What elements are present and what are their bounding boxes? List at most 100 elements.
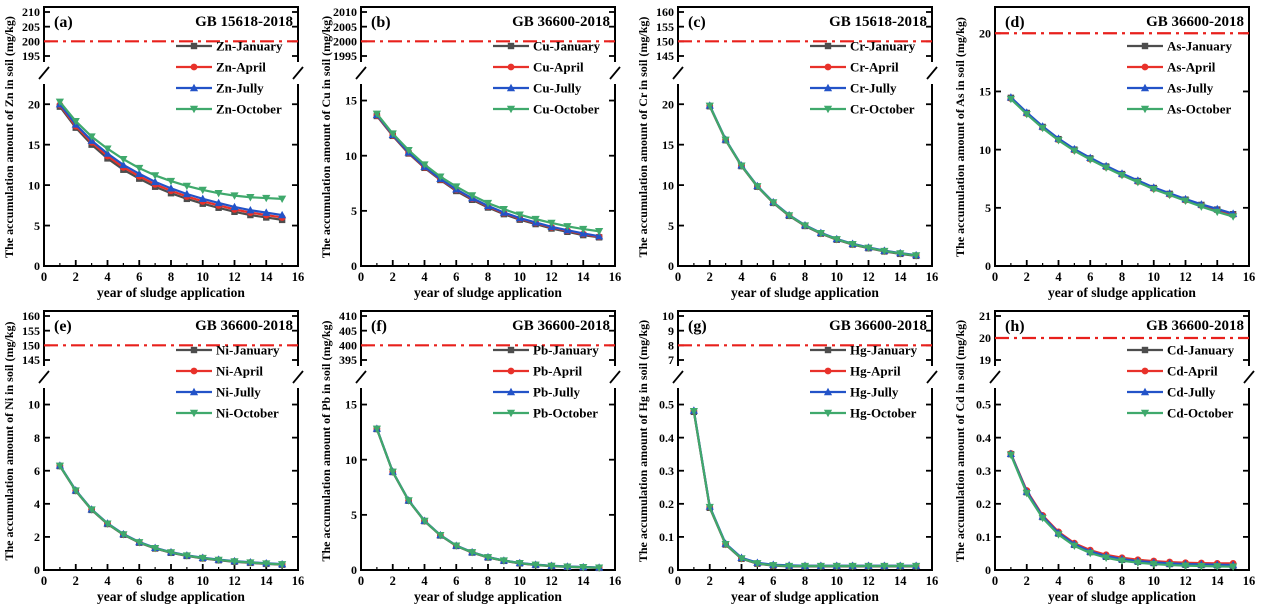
x-axis-title: year of sludge application [1048,589,1196,604]
legend-marker-Cd-April [1141,367,1149,375]
x-tick-label: 12 [228,270,241,284]
x-axis-title: year of sludge application [731,589,879,604]
panel-label: (d) [1005,14,1025,31]
marker-Cr-October [785,212,794,220]
panel-label: (g) [688,318,707,335]
marker-Cr-October [753,183,762,191]
series-line-Cr-January [708,105,917,257]
x-tick-label: 16 [609,574,622,588]
legend-label: Zn-Jully [216,81,264,96]
marker-Pb-October [595,564,604,572]
x-tick-label: 4 [104,574,111,588]
legend-marker-Hg-Jully [823,387,833,396]
x-tick-label: 0 [358,270,364,284]
legend-marker-Hg-October [823,409,833,418]
marker-As-October [1070,147,1079,155]
legend-marker-Ni-Jully [189,387,199,396]
legend-label: Cd-Jully [1167,385,1216,400]
x-tick-label: 12 [862,270,875,284]
marker-Hg-October [769,562,778,570]
upper-y-tick-label: 205 [22,20,40,34]
marker-Cd-October [1022,490,1031,498]
x-tick-label: 8 [1119,574,1125,588]
x-tick-label: 4 [104,270,111,284]
marker-Zn-Jully [198,194,207,203]
series-line-Cu-Jully [376,114,600,238]
x-tick-label: 0 [41,574,47,588]
marker-Pb-October [515,559,524,568]
axis-break-mark-right [1243,370,1255,384]
marker-Zn-Jully [214,198,223,207]
marker-Cr-October [912,252,921,260]
axis-break-mark-left [38,66,50,80]
x-tick-label: 10 [197,270,210,284]
legend-marker-Cu-Jully [506,83,516,92]
x-tick-label: 4 [738,270,745,284]
marker-Cd-October [1006,451,1015,460]
y-tick-label: 0.4 [976,431,991,445]
legend-marker-As-Jully [1140,83,1150,92]
legend-label: Ni-Jully [216,385,261,400]
marker-Zn-October [230,192,239,200]
marker-Zn-October [198,186,207,195]
x-tick-label: 14 [260,270,273,284]
legend-item-Hg-April: Hg-April [810,364,901,379]
marker-Ni-October [278,561,287,569]
x-axis-title: year of sludge application [414,285,562,300]
legend-item-Hg-October: Hg-October [810,406,917,421]
upper-y-tick-label: 20 [979,331,991,345]
y-tick-label: 5 [34,219,40,233]
upper-y-tick-label: 9 [668,324,674,338]
upper-y-tick-label: 405 [339,324,357,338]
upper-y-tick-label: 2000 [333,35,357,49]
marker-Zn-October [135,164,144,173]
x-tick-label: 14 [577,574,590,588]
legend-item-Pb-April: Pb-April [493,364,583,379]
legend-label: As-Jully [1167,81,1214,96]
x-tick-label: 14 [1211,270,1224,284]
panel-label: (f) [371,318,387,335]
marker-Pb-October [420,517,429,526]
y-tick-label: 0.3 [976,464,991,478]
series-line-Cr-Jully [708,104,917,257]
marker-Hg-October [721,540,730,549]
series-line-Cu-January [376,115,600,239]
marker-Pb-October [404,497,413,505]
upper-axis-frame [43,310,299,366]
legend-label: As-October [1167,102,1231,117]
marker-Zn-October [119,156,128,164]
marker-Zn-Jully [230,202,239,211]
x-tick-label: 10 [197,574,210,588]
axis-break-mark-right [609,370,621,384]
marker-Zn-October [87,133,96,141]
y-tick-label: 0 [985,563,991,577]
x-tick-label: 8 [168,270,174,284]
x-tick-label: 8 [168,574,174,588]
marker-Cd-October [1213,563,1222,571]
upper-y-tick-label: 8 [668,339,674,353]
series-line-As-October [1010,98,1234,218]
x-tick-label: 6 [1087,574,1093,588]
x-tick-label: 16 [1243,574,1256,588]
legend-item-Ni-January: Ni-January [176,343,280,358]
marker-Cu-October [372,110,381,118]
marker-Hg-October [800,562,810,571]
y-tick-label: 15 [28,138,40,152]
legend-marker-As-October [1140,105,1150,114]
legend-marker-Cd-October [1140,409,1150,418]
marker-Zn-Jully [135,169,144,177]
marker-Zn-Jully [166,184,176,192]
marker-Zn-Jully [262,208,271,216]
marker-Cr-October [880,247,889,256]
legend-label: Hg-January [850,343,918,358]
y-tick-label: 5 [668,219,674,233]
x-axis-title: year of sludge application [97,285,245,300]
x-tick-label: 8 [802,574,808,588]
y-tick-label: 5 [351,508,357,522]
upper-y-tick-label: 10 [662,309,674,323]
y-tick-label: 0 [351,259,357,273]
marker-Cd-October [1070,542,1079,551]
legend-label: Cr-January [850,39,916,54]
marker-Ni-October [135,539,144,547]
